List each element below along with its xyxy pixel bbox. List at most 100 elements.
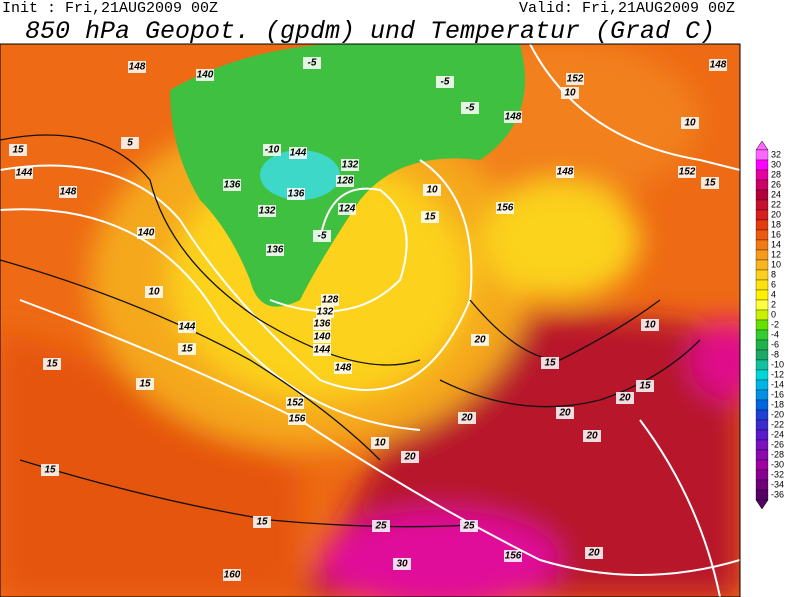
contour-label-bg (678, 166, 696, 178)
contour-label: 15 (44, 465, 56, 476)
contour-label: 136 (288, 189, 305, 200)
contour-label: 148 (505, 112, 522, 123)
legend-tick-label: 22 (771, 199, 781, 209)
contour-label: 15 (12, 145, 24, 156)
contour-label: 144 (290, 148, 307, 159)
legend-swatch (755, 149, 769, 161)
contour-label-bg (460, 520, 478, 532)
legend-tick-label: 32 (771, 149, 781, 159)
legend-tick-label: 4 (771, 289, 776, 299)
contour-label-bg (496, 202, 514, 214)
contour-label-bg (371, 437, 389, 449)
legend-arrow-top (755, 140, 769, 151)
contour-label-bg (556, 407, 574, 419)
legend-tick-label: 12 (771, 249, 781, 259)
contour-label: 156 (497, 203, 514, 214)
valid-time: Valid: Fri,21AUG2009 00Z (519, 0, 735, 17)
contour-label-bg (223, 179, 241, 191)
legend-tick-label: 2 (771, 299, 776, 309)
contour-label: 20 (473, 335, 486, 346)
contour-label: 15 (639, 381, 651, 392)
contour-label-bg (313, 318, 331, 330)
legend-swatch (755, 249, 769, 261)
contour-label-bg (253, 516, 271, 528)
contour-label-bg (436, 76, 454, 88)
contour-label-bg (313, 344, 331, 356)
legend-swatch (755, 379, 769, 391)
legend-swatch (755, 429, 769, 441)
legend-tick-label: 14 (771, 239, 781, 249)
contour-label: 136 (314, 319, 331, 330)
legend-tick-label: -34 (771, 479, 784, 489)
contour-label-bg (266, 244, 284, 256)
contour-label-bg (287, 188, 305, 200)
legend-swatch (755, 179, 769, 191)
legend-swatch (755, 159, 769, 171)
legend-swatch (755, 309, 769, 321)
contour-label: 148 (710, 60, 727, 71)
map-frame (0, 43, 741, 597)
contour-label-bg (504, 111, 522, 123)
contour-label-bg (9, 144, 27, 156)
contour-label-bg (636, 380, 654, 392)
legend-swatch (755, 329, 769, 341)
contour-label: 132 (342, 160, 359, 171)
contour-label: 140 (138, 228, 155, 239)
contour-label-bg (393, 558, 411, 570)
contour-label: 25 (374, 521, 387, 532)
legend-swatch (755, 299, 769, 311)
contour-label-bg (41, 464, 59, 476)
contour-label-bg (583, 430, 601, 442)
legend-tick-label: -36 (771, 489, 784, 499)
contour-label: 30 (396, 559, 408, 570)
contour-label-bg (709, 59, 727, 71)
legend-swatch (755, 219, 769, 231)
contour-label-bg (288, 413, 306, 425)
legend-tick-label: -28 (771, 449, 784, 459)
map-title: 850 hPa Geopot. (gpdm) und Temperatur (G… (25, 17, 715, 46)
contour-label-bg (145, 286, 163, 298)
contour-label-bg (128, 61, 146, 73)
legend-swatch (755, 279, 769, 291)
legend-swatch (755, 369, 769, 381)
contour-label-bg (223, 569, 241, 581)
contour-label: 10 (426, 185, 438, 196)
legend-tick-label: -24 (771, 429, 784, 439)
legend-tick-label: -26 (771, 439, 784, 449)
contour-label-bg (566, 73, 584, 85)
contour-label: -5 (318, 231, 327, 242)
contour-label: 152 (567, 74, 584, 85)
contour-label-bg (461, 102, 479, 114)
map (0, 44, 740, 597)
legend-tick-label: 28 (771, 169, 781, 179)
legend-tick-label: -4 (771, 329, 779, 339)
contour-label: 20 (618, 393, 631, 404)
contour-label-bg (15, 167, 33, 179)
legend-swatch (755, 209, 769, 221)
contour-label-bg (504, 550, 522, 562)
contour-label-bg (541, 357, 559, 369)
contour-label: 15 (256, 517, 268, 528)
contour-label: 5 (127, 138, 133, 149)
contour-label-bg (43, 358, 61, 370)
contour-label: 132 (259, 206, 276, 217)
contour-label-bg (458, 412, 476, 424)
contour-label: 10 (148, 287, 160, 298)
contour-label: 15 (424, 212, 436, 223)
contour-label: -10 (265, 145, 280, 156)
contour-label: 128 (337, 176, 354, 187)
contour-label-bg (178, 321, 196, 333)
legend-tick-label: 6 (771, 279, 776, 289)
legend-tick-label: -14 (771, 379, 784, 389)
legend-swatch (755, 439, 769, 451)
contour-label: 15 (181, 344, 193, 355)
contour-label: 20 (585, 431, 598, 442)
contour-label-bg (321, 294, 339, 306)
contour-label-bg (313, 230, 331, 242)
contour-label: -5 (308, 58, 317, 69)
legend-tick-label: 18 (771, 219, 781, 229)
contour-label: 132 (317, 307, 334, 318)
contour-label: 148 (557, 167, 574, 178)
init-time: Init : Fri,21AUG2009 00Z (2, 0, 218, 17)
